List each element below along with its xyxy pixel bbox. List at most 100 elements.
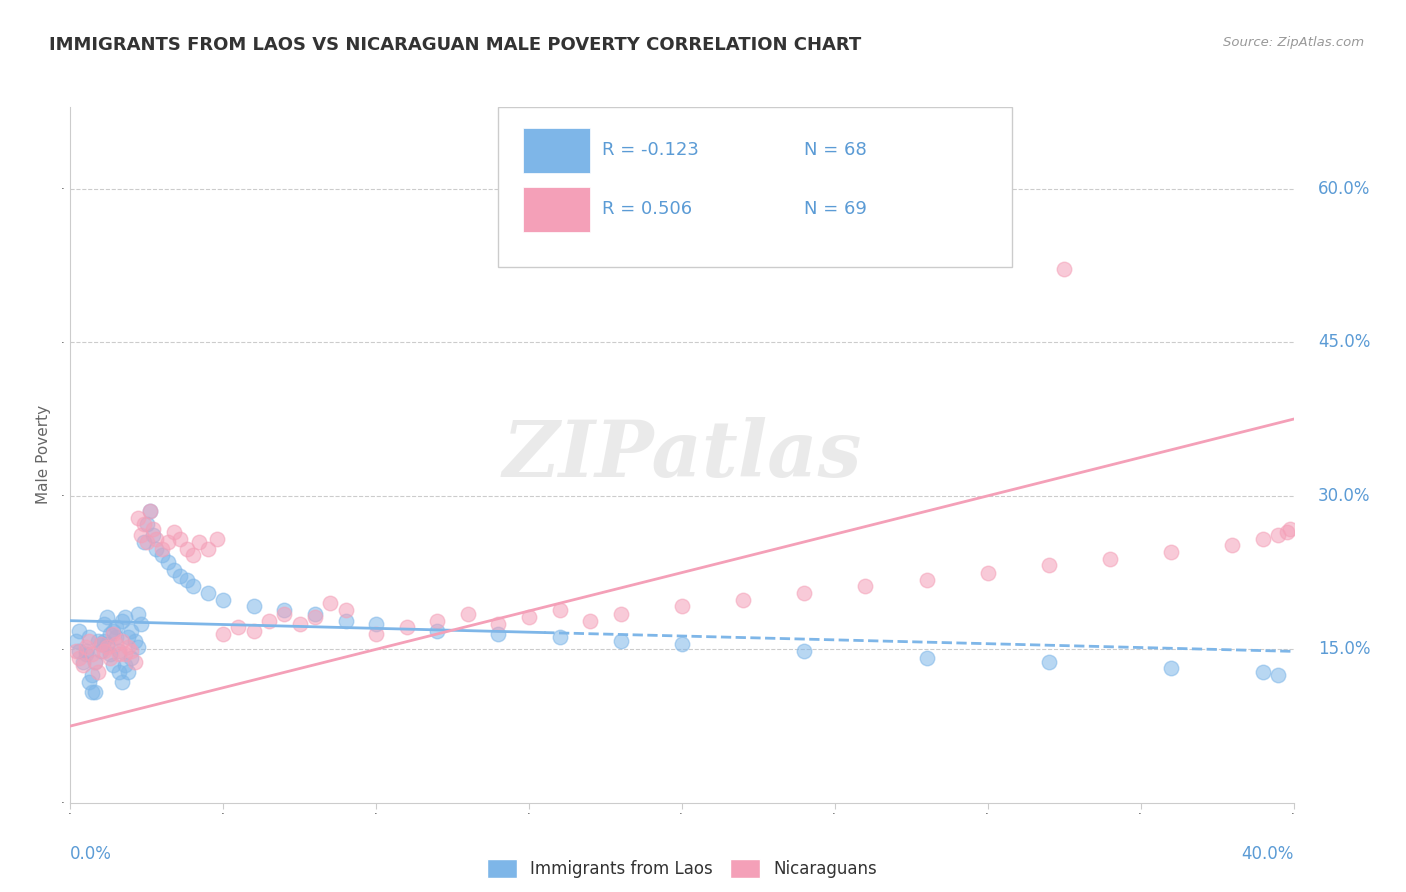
Legend: Immigrants from Laos, Nicaraguans: Immigrants from Laos, Nicaraguans (481, 853, 883, 885)
Point (548, 603, 571, 617)
Point (80, 685, 103, 699)
FancyBboxPatch shape (499, 107, 1012, 267)
Point (77, 675, 100, 690)
Point (121, 644, 143, 658)
Point (733, 593, 755, 607)
Point (976, 566, 998, 580)
Point (1160, 661, 1182, 675)
Point (1053, 261, 1076, 276)
Point (139, 504, 162, 518)
Point (157, 535, 180, 549)
Point (98, 650, 121, 665)
Point (169, 568, 191, 582)
Point (1251, 665, 1274, 679)
Point (793, 586, 815, 600)
Text: R = 0.506: R = 0.506 (602, 201, 693, 219)
Point (135, 517, 157, 532)
Point (83, 655, 105, 669)
Point (108, 665, 131, 679)
Point (117, 630, 139, 644)
Point (96, 637, 118, 651)
Y-axis label: Male Poverty: Male Poverty (37, 405, 51, 505)
Text: 40.0%: 40.0% (1241, 845, 1294, 863)
Point (129, 527, 152, 541)
Point (96, 640, 118, 655)
Point (69, 650, 91, 665)
Point (101, 627, 124, 641)
Point (105, 637, 128, 651)
Point (181, 548, 204, 562)
Point (163, 562, 186, 576)
Point (98, 627, 121, 641)
Point (101, 624, 124, 638)
FancyBboxPatch shape (523, 128, 591, 173)
Point (548, 630, 571, 644)
Point (142, 527, 165, 541)
Point (273, 607, 295, 621)
Point (228, 620, 250, 634)
Point (319, 596, 342, 610)
Point (610, 607, 633, 621)
Point (197, 542, 219, 557)
Point (212, 627, 235, 641)
Point (83, 655, 105, 669)
Point (517, 609, 540, 624)
Point (65, 634, 87, 648)
Text: Source: ZipAtlas.com: Source: ZipAtlas.com (1223, 36, 1364, 49)
Point (243, 624, 266, 638)
Point (129, 616, 152, 631)
Point (1160, 545, 1182, 559)
Point (176, 542, 198, 557)
Point (176, 573, 198, 587)
Text: 30.0%: 30.0% (1317, 487, 1371, 505)
Point (1279, 522, 1302, 536)
Point (72, 655, 94, 669)
Point (121, 624, 143, 638)
Point (169, 532, 191, 546)
Point (111, 634, 134, 648)
Point (1099, 552, 1122, 566)
Point (395, 620, 418, 634)
Point (121, 650, 143, 665)
Point (273, 603, 295, 617)
Point (335, 614, 357, 628)
Point (80, 668, 103, 682)
Point (1267, 668, 1289, 682)
Point (915, 573, 938, 587)
Text: 45.0%: 45.0% (1317, 334, 1371, 351)
Text: ZIPatlas: ZIPatlas (502, 417, 862, 493)
Point (105, 620, 128, 634)
Point (96, 609, 118, 624)
Point (915, 650, 938, 665)
Point (105, 630, 128, 644)
Point (1220, 538, 1243, 552)
Point (111, 614, 134, 628)
Point (83, 685, 105, 699)
Point (69, 644, 91, 658)
Point (197, 586, 219, 600)
Point (366, 627, 388, 641)
Point (335, 603, 357, 617)
Point (610, 634, 633, 648)
Point (671, 599, 693, 614)
Point (65, 644, 87, 658)
Point (181, 579, 204, 593)
Point (139, 504, 162, 518)
Point (101, 657, 124, 672)
Point (127, 640, 149, 655)
Point (75, 644, 97, 658)
Point (1267, 527, 1289, 541)
Point (75, 648, 97, 662)
Point (90, 637, 112, 651)
Point (243, 599, 266, 614)
Point (127, 511, 149, 525)
Text: R = -0.123: R = -0.123 (602, 141, 699, 159)
Point (114, 648, 136, 662)
Text: N = 69: N = 69 (804, 201, 868, 219)
Point (114, 657, 136, 672)
Text: 0.0%: 0.0% (70, 845, 112, 863)
Point (150, 542, 173, 557)
Point (93, 644, 115, 658)
Point (132, 517, 155, 532)
Point (1277, 524, 1299, 539)
